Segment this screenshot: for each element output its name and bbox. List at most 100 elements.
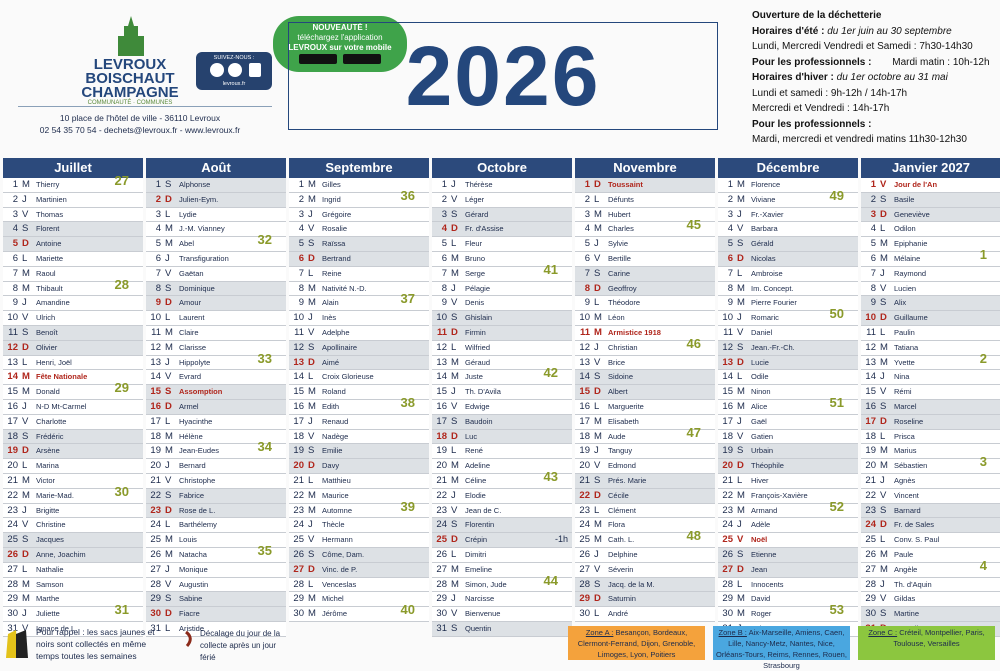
day-number: 13 <box>150 356 161 368</box>
saint-name: Matthieu <box>322 475 351 485</box>
day-number: 19 <box>150 445 161 457</box>
day-row: 25 L Conv. S. Paul <box>861 533 1000 548</box>
day-row: 5 J Sylvie <box>575 237 715 252</box>
day-row: 14 V Evrard <box>146 370 286 386</box>
saint-name: Marcel <box>894 401 917 411</box>
day-number: 26 <box>293 548 304 560</box>
day-letter: S <box>880 400 887 412</box>
day-number: 9 <box>298 297 304 309</box>
saint-name: Reine <box>322 268 342 278</box>
logo-icon <box>118 16 144 56</box>
saint-name: Julien-Eym. <box>179 194 219 204</box>
day-number: 19 <box>722 445 733 457</box>
saint-name: Lucien <box>894 283 917 293</box>
day-row: 19 D Arsène <box>3 444 143 460</box>
day-letter: M <box>22 179 30 190</box>
day-letter: M <box>880 238 888 250</box>
day-number: 4 <box>155 223 161 235</box>
day-row: 11 M Claire <box>146 325 286 341</box>
day-letter: D <box>880 208 887 220</box>
day-letter: S <box>737 238 744 250</box>
zone-title: Zone C : <box>868 628 898 637</box>
day-letter: M <box>594 223 602 235</box>
day-number: 20 <box>293 460 304 472</box>
day-letter: J <box>22 400 27 412</box>
day-number: 20 <box>150 460 161 472</box>
saint-name: Odile <box>751 372 769 382</box>
saint-name: Narcisse <box>465 594 495 604</box>
day-row: 29 D Saturnin <box>575 592 715 608</box>
day-row: 17 S Baudoin <box>432 414 572 430</box>
day-letter: L <box>880 534 886 546</box>
saint-name: Sabine <box>179 594 203 604</box>
day-row: 25 V Hermann <box>289 533 429 548</box>
day-row: 20 J Bernard <box>146 459 286 474</box>
day-letter: D <box>594 593 601 605</box>
day-letter: L <box>594 504 600 516</box>
saint-name: Fleur <box>465 239 483 249</box>
info-line: Lundi, Mercredi Vendredi et Samedi : 7h3… <box>752 39 997 55</box>
day-row: 11 S Benoît <box>3 325 143 341</box>
day-number: 18 <box>865 430 876 442</box>
day-row: 22 J Elodie <box>432 488 572 504</box>
day-letter: M <box>22 578 30 590</box>
day-row: 30 M Roger 53 <box>718 603 858 622</box>
day-row: 14 S Sidoine <box>575 370 715 386</box>
day-number: 12 <box>150 341 161 353</box>
address: 10 place de l'hôtel de ville - 36110 Lev… <box>30 112 250 136</box>
day-number: 17 <box>722 415 733 427</box>
saint-name: Jérôme <box>322 609 348 619</box>
day-number: 28 <box>722 578 733 590</box>
day-number: 2 <box>298 193 304 205</box>
day-number: 26 <box>436 548 447 560</box>
day-row: 30 D Fiacre <box>146 607 286 622</box>
day-number: 1 <box>584 179 590 190</box>
day-number: 18 <box>436 430 447 442</box>
saint-name: Edmond <box>608 461 636 471</box>
saint-name: Fr.-Xavier <box>751 209 784 219</box>
day-row: 16 L Marguerite <box>575 399 715 415</box>
day-letter: J <box>880 267 885 279</box>
week-number: 40 <box>400 602 415 618</box>
day-letter: S <box>594 267 601 279</box>
saint-name: Thècle <box>322 520 345 530</box>
info-line: Ouverture de la déchetterie <box>752 8 997 24</box>
reminder: Pour rappel : les sacs jaunes et noirs s… <box>36 627 155 661</box>
day-row: 2 D Julien-Eym. <box>146 192 286 208</box>
day-letter: D <box>451 326 458 338</box>
day-row: 9 M Pierre Fourier <box>718 296 858 312</box>
day-letter: J <box>165 252 170 264</box>
day-number: 3 <box>441 208 447 220</box>
day-row: 12 S Apollinaire <box>289 340 429 356</box>
day-letter: M <box>22 474 30 486</box>
day-row: 1 S Alphonse <box>146 178 286 193</box>
day-row: 3 D Geneviève <box>861 207 1000 223</box>
day-number: 21 <box>865 474 876 486</box>
day-number: 14 <box>436 371 447 383</box>
day-row: 15 D Albert <box>575 385 715 400</box>
saint-name: Thomas <box>36 209 64 219</box>
day-letter: M <box>308 297 316 309</box>
day-letter: D <box>165 504 172 516</box>
day-number: 15 <box>722 386 733 398</box>
day-letter: L <box>451 341 457 353</box>
day-number: 18 <box>722 430 733 442</box>
saint-name: Thérèse <box>465 180 493 189</box>
day-letter: D <box>22 445 29 457</box>
saint-name: Renaud <box>322 416 349 426</box>
saint-name: Barnard <box>894 505 921 515</box>
saint-name: Jacq. de la M. <box>608 579 655 589</box>
day-letter: S <box>737 445 744 457</box>
day-number: 7 <box>298 267 304 279</box>
day-row: 18 D Luc <box>432 429 572 445</box>
saint-name: André <box>608 609 629 619</box>
saint-name: Dominique <box>179 283 215 293</box>
day-row: 6 D Nicolas <box>718 251 858 267</box>
app-banner[interactable]: NOUVEAUTÉ ! téléchargez l'application LE… <box>273 16 407 72</box>
day-letter: M <box>880 548 888 560</box>
day-row: 14 M Fête Nationale <box>3 370 143 386</box>
info-text: Lundi et samedi : 9h-12h / 14h-17h <box>752 87 908 99</box>
saint-name: Wilfried <box>465 342 491 352</box>
saint-name: Assomption <box>179 387 223 397</box>
week-number: 47 <box>686 424 701 440</box>
